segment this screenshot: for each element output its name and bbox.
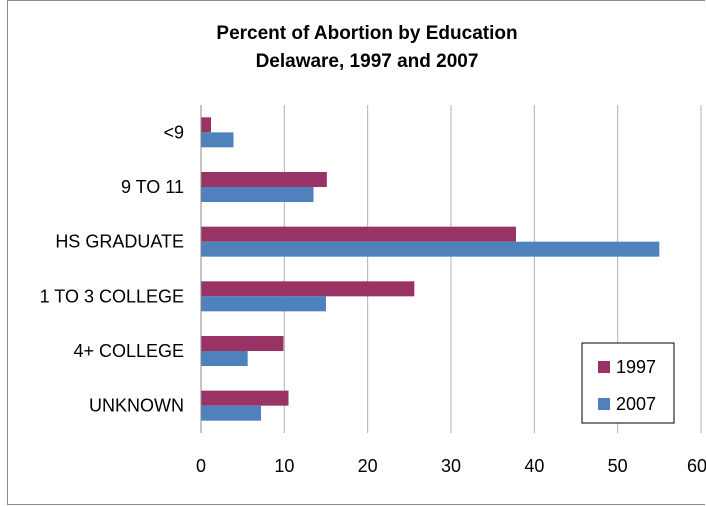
category-label: HS GRADUATE — [55, 232, 184, 252]
chart-title-line-2: Delaware, 1997 and 2007 — [256, 51, 479, 72]
legend-swatch-2007 — [598, 398, 610, 410]
bar-1997-4-college — [201, 336, 284, 351]
bar-2007-hs-graduate — [201, 241, 660, 257]
bar-2007-1-to-3-college — [201, 296, 326, 312]
bar-1997-1-to-3-college — [201, 281, 415, 297]
legend-box — [581, 342, 675, 424]
x-tick-label: 50 — [608, 456, 628, 476]
x-tick-label: 60 — [687, 456, 706, 476]
bars — [201, 117, 660, 421]
category-labels: <9 9 TO 11 HS GRADUATE 1 TO 3 COLLEGE 4+ COL… — [40, 122, 184, 415]
x-tick-label: 20 — [358, 456, 378, 476]
x-tick-label: 0 — [196, 456, 206, 476]
bar-1997-9-to-11 — [201, 172, 327, 187]
category-label: 4+ COLLEGE — [73, 341, 184, 361]
bar-2007-4-college — [201, 351, 248, 366]
legend: 1997 2007 — [581, 342, 675, 424]
legend-label-2007: 2007 — [616, 394, 656, 414]
chart-title-line-1: Percent of Abortion by Education — [216, 23, 517, 44]
bar-2007-under-9 — [201, 132, 234, 148]
bar-1997-under-9 — [201, 117, 211, 133]
x-tick-label: 10 — [274, 456, 294, 476]
category-label: <9 — [163, 122, 184, 142]
category-label: 1 TO 3 COLLEGE — [40, 286, 184, 306]
legend-label-1997: 1997 — [616, 357, 656, 377]
bar-1997-hs-graduate — [201, 226, 516, 242]
legend-swatch-1997 — [598, 361, 610, 373]
bar-1997-unknown — [201, 390, 289, 406]
x-tick-label: 30 — [441, 456, 461, 476]
x-tick-labels: 0 10 20 30 40 50 60 — [196, 456, 706, 476]
bar-2007-9-to-11 — [201, 187, 314, 202]
category-label: UNKNOWN — [89, 396, 184, 416]
x-tick-label: 40 — [524, 456, 544, 476]
bar-2007-unknown — [201, 405, 261, 421]
category-label: 9 TO 11 — [121, 177, 184, 197]
